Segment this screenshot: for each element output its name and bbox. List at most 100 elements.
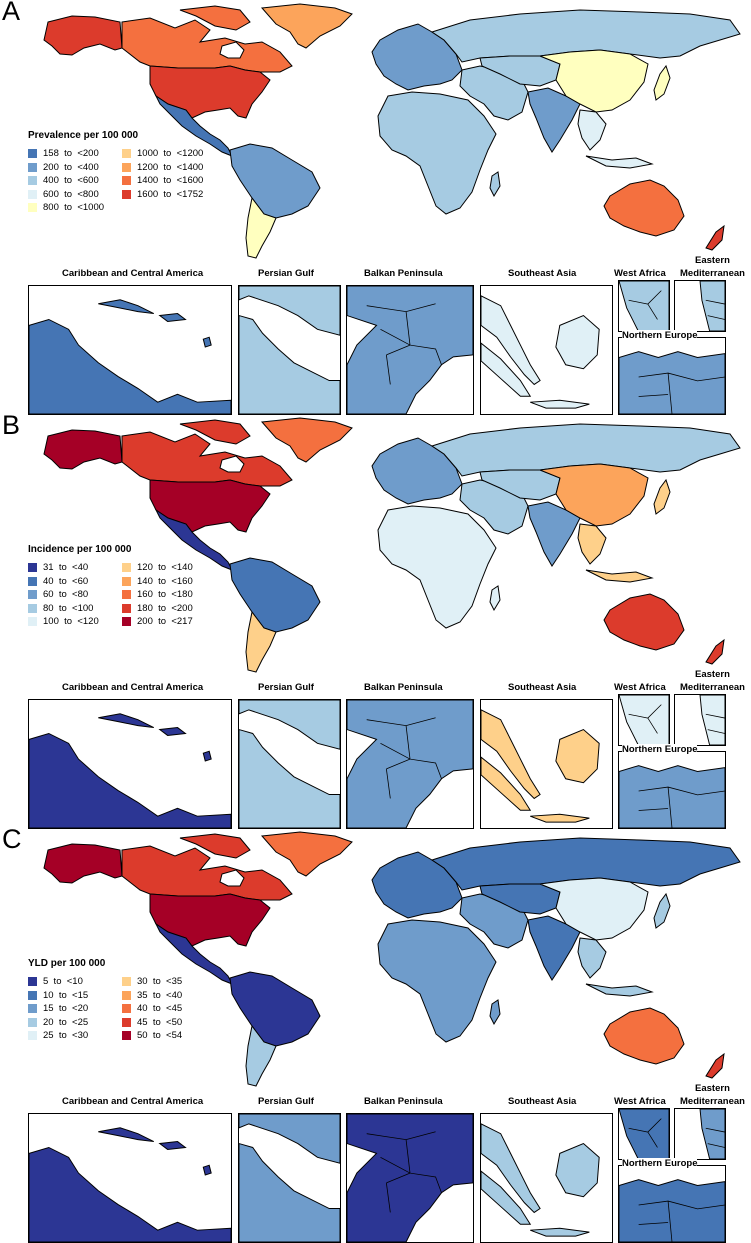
region-china — [538, 463, 649, 527]
legend-swatch — [122, 189, 131, 199]
legend-item: 5 to <10 — [28, 975, 122, 989]
inset-label-caribbean: Caribbean and Central America — [62, 682, 204, 693]
inset-southeast-asia-java — [530, 1227, 590, 1237]
region-indonesia — [585, 983, 654, 997]
region-china — [538, 877, 649, 941]
legend-label: 1400 to <1600 — [137, 175, 204, 187]
panel-letter: C — [2, 824, 22, 854]
inset-label-persian-gulf: Persian Gulf — [258, 682, 314, 693]
legend-swatch — [122, 1031, 131, 1041]
map-panel-b: B — [0, 410, 751, 829]
inset-caribbean-island-hispaniola — [158, 1141, 187, 1150]
inset-caribbean — [28, 699, 232, 829]
inset-northern-europe-borders — [638, 1200, 725, 1242]
panel-letter: A — [2, 0, 21, 26]
inset-southeast-asia-sumatra — [481, 756, 532, 811]
region-indonesia — [585, 569, 654, 583]
inset-label-west-africa: West Africa — [614, 682, 666, 693]
region-hudson-bay — [219, 41, 245, 59]
legend-label: 40 to <60 — [43, 575, 89, 587]
legend-swatch — [122, 563, 131, 573]
region-indonesia — [585, 155, 654, 169]
inset-caribbean-island-small — [202, 1164, 212, 1176]
legend-swatch — [28, 563, 37, 573]
region-russia — [430, 837, 741, 891]
inset-caribbean — [28, 1113, 232, 1243]
inset-northern-europe — [618, 751, 726, 829]
inset-eastern-mediterranean-borders — [705, 299, 725, 320]
legend-label: 140 to <160 — [137, 575, 193, 587]
legend-item: 40 to <45 — [122, 1002, 232, 1016]
legend-label: 1200 to <1400 — [137, 161, 204, 173]
legend-item: 40 to <60 — [28, 575, 122, 589]
inset-eastern-mediterranean-land — [699, 281, 725, 331]
legend-swatch — [122, 603, 131, 613]
inset-caribbean-island-cuba — [98, 299, 154, 315]
region-southeast-asia — [577, 109, 607, 151]
inset-label-northern-europe: Northern Europe — [622, 330, 698, 341]
inset-label-eastern-mediterranean: Eastern Mediterranean — [680, 1083, 745, 1107]
region-japan — [653, 478, 671, 515]
legend-label: 200 to <217 — [137, 616, 193, 628]
region-south-america — [229, 971, 321, 1047]
legend-swatch — [122, 990, 131, 1000]
inset-caribbean-island-small — [202, 336, 212, 348]
inset-label-northern-europe: Northern Europe — [622, 1158, 698, 1169]
inset-persian-gulf — [238, 699, 341, 829]
inset-label-west-africa: West Africa — [614, 268, 666, 279]
inset-northern-europe-land — [619, 765, 725, 828]
legend-swatch — [28, 149, 37, 159]
inset-persian-gulf-land-north — [239, 1114, 340, 1164]
legend-item: 25 to <30 — [28, 1029, 122, 1043]
region-canada-islands — [179, 5, 251, 31]
inset-label-southeast-asia: Southeast Asia — [508, 1096, 577, 1107]
inset-west-africa — [618, 694, 670, 746]
legend-swatch — [28, 603, 37, 613]
region-central-asia — [479, 469, 561, 501]
legend: YLD per 100 000 5 to <10 10 to <15 15 to <… — [28, 958, 248, 1043]
legend-label: 180 to <200 — [137, 602, 193, 614]
legend-item: 31 to <40 — [28, 561, 122, 575]
inset-southeast-asia — [480, 285, 613, 415]
inset-balkan-land — [347, 1114, 473, 1242]
inset-west-africa-borders — [628, 290, 662, 320]
legend-swatch — [122, 590, 131, 600]
world-map — [43, 417, 741, 673]
legend-item: 35 to <40 — [122, 989, 232, 1003]
legend-item: 1400 to <1600 — [122, 174, 232, 188]
inset-caribbean-island-cuba — [98, 713, 154, 729]
legend-swatch — [28, 617, 37, 627]
region-africa — [377, 919, 497, 1043]
inset-balkan — [346, 1113, 474, 1243]
inset-persian-gulf-land-north — [239, 286, 340, 336]
legend-item: 800 to <1000 — [28, 201, 122, 215]
legend-item: 160 to <180 — [122, 588, 232, 602]
legend-item: 60 to <80 — [28, 588, 122, 602]
inset-label-southeast-asia: Southeast Asia — [508, 682, 577, 693]
legend-label: 5 to <10 — [43, 976, 83, 988]
legend-label: 800 to <1000 — [43, 202, 105, 214]
legend-swatch — [122, 576, 131, 586]
legend-label: 400 to <600 — [43, 175, 99, 187]
inset-northern-europe — [618, 1165, 726, 1243]
legend-label: 600 to <800 — [43, 188, 99, 200]
legend: Prevalence per 100 000 158 to <200 200 to… — [28, 130, 248, 215]
region-australia — [603, 179, 685, 237]
inset-label-northern-europe: Northern Europe — [622, 744, 698, 755]
legend-swatch — [28, 203, 37, 213]
legend-swatch — [28, 1017, 37, 1027]
legend-item: 200 to <217 — [122, 615, 232, 629]
legend-item: 1000 to <1200 — [122, 147, 232, 161]
world-map — [43, 3, 741, 259]
inset-eastern-mediterranean-borders — [705, 1127, 725, 1148]
legend-item: 10 to <15 — [28, 989, 122, 1003]
inset-eastern-mediterranean-land — [699, 695, 725, 745]
region-india — [527, 87, 581, 153]
legend-item: 140 to <160 — [122, 575, 232, 589]
legend-label: 200 to <400 — [43, 161, 99, 173]
legend: Incidence per 100 000 31 to <40 40 to <60… — [28, 544, 248, 629]
legend-swatch — [28, 1004, 37, 1014]
inset-eastern-mediterranean — [674, 280, 726, 332]
legend-swatch — [122, 617, 131, 627]
world-map — [43, 831, 741, 1087]
